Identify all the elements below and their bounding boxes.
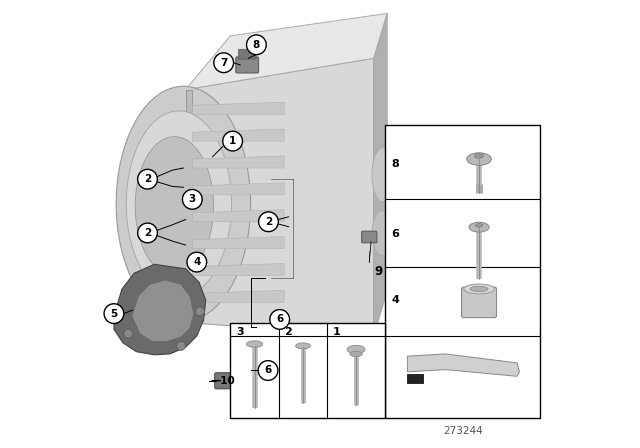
Circle shape [177, 341, 186, 350]
Circle shape [138, 169, 157, 189]
Text: 6: 6 [264, 366, 271, 375]
FancyBboxPatch shape [215, 373, 239, 389]
Polygon shape [192, 156, 284, 168]
Ellipse shape [372, 211, 394, 255]
Ellipse shape [467, 153, 492, 165]
Text: 3: 3 [189, 194, 196, 204]
Polygon shape [186, 90, 192, 320]
Circle shape [182, 190, 202, 209]
Text: 6: 6 [276, 314, 284, 324]
Ellipse shape [469, 222, 489, 232]
Polygon shape [192, 263, 284, 276]
Ellipse shape [116, 86, 251, 322]
Bar [385, 125, 540, 418]
Circle shape [258, 361, 278, 380]
Text: 8: 8 [392, 159, 399, 168]
Circle shape [214, 53, 234, 73]
Circle shape [246, 35, 266, 55]
Text: 4: 4 [392, 295, 399, 305]
Polygon shape [192, 210, 284, 222]
Text: 2: 2 [144, 228, 151, 238]
Text: 273244: 273244 [444, 426, 483, 436]
Text: 8: 8 [253, 40, 260, 50]
Polygon shape [407, 354, 520, 376]
Circle shape [270, 310, 289, 329]
FancyBboxPatch shape [461, 287, 497, 318]
Text: 2: 2 [265, 217, 272, 227]
Circle shape [223, 131, 243, 151]
Polygon shape [192, 183, 284, 195]
Text: 3: 3 [236, 327, 244, 337]
Ellipse shape [347, 345, 365, 353]
Text: 5: 5 [110, 309, 118, 319]
Polygon shape [192, 129, 284, 141]
Text: 2: 2 [144, 174, 151, 184]
Polygon shape [132, 280, 194, 341]
Text: 7: 7 [220, 58, 227, 68]
Text: 1: 1 [229, 136, 236, 146]
Ellipse shape [350, 351, 362, 357]
Ellipse shape [470, 286, 488, 292]
Ellipse shape [476, 224, 483, 227]
Polygon shape [192, 290, 284, 302]
Circle shape [138, 223, 157, 243]
Circle shape [187, 252, 207, 272]
Ellipse shape [135, 137, 214, 276]
Polygon shape [186, 13, 387, 90]
Bar [230, 323, 385, 418]
Polygon shape [192, 102, 284, 114]
Polygon shape [407, 374, 423, 383]
Circle shape [124, 329, 132, 338]
Ellipse shape [126, 111, 232, 297]
FancyBboxPatch shape [239, 49, 256, 59]
Circle shape [259, 212, 278, 232]
Text: 1: 1 [333, 327, 340, 337]
Text: 9: 9 [374, 264, 382, 278]
FancyBboxPatch shape [236, 57, 259, 73]
Text: —10: —10 [210, 376, 235, 386]
Circle shape [195, 307, 204, 316]
Ellipse shape [474, 154, 484, 158]
Text: 6: 6 [392, 229, 399, 239]
Polygon shape [192, 237, 284, 249]
Text: 4: 4 [193, 257, 200, 267]
Ellipse shape [372, 148, 394, 202]
Polygon shape [374, 13, 387, 336]
Ellipse shape [296, 343, 310, 349]
Polygon shape [114, 264, 206, 355]
Ellipse shape [464, 284, 494, 294]
Circle shape [104, 304, 124, 323]
Text: 2: 2 [285, 327, 292, 337]
Ellipse shape [246, 341, 262, 347]
Polygon shape [186, 58, 374, 336]
FancyBboxPatch shape [362, 231, 377, 243]
